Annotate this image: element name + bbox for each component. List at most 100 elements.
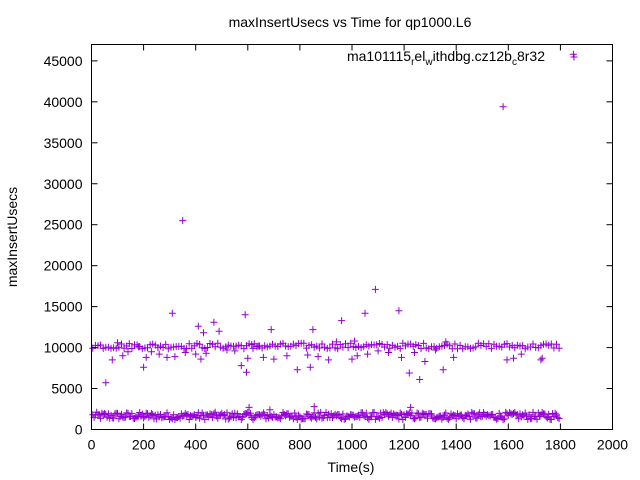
data-point	[439, 366, 447, 374]
data-point	[428, 410, 435, 418]
data-point	[335, 411, 343, 419]
data-point	[371, 285, 379, 293]
data-point	[97, 414, 105, 422]
data-point	[171, 353, 179, 361]
data-point	[301, 415, 309, 423]
data-point	[510, 354, 517, 362]
data-point	[537, 356, 545, 364]
data-point	[203, 344, 211, 351]
data-point	[197, 355, 205, 363]
y-tick-label: 15000	[44, 299, 83, 315]
data-point	[385, 349, 392, 356]
legend-subscript: r	[411, 57, 415, 68]
y-tick-label: 40000	[44, 94, 83, 110]
data-point	[223, 409, 231, 417]
data-point	[553, 340, 560, 348]
data-point	[140, 363, 148, 371]
data-point	[231, 347, 239, 355]
data-point	[270, 355, 278, 363]
x-tick-label: 200	[132, 437, 156, 453]
data-point	[554, 414, 562, 422]
data-point	[241, 311, 249, 319]
data-point	[249, 344, 257, 352]
data-point	[209, 414, 217, 422]
x-axis: 0 200 400 600 800 1000 1200 1400 1600 1800 2000	[88, 44, 628, 453]
x-tick-label: 0	[88, 437, 96, 453]
data-point	[168, 309, 176, 317]
y-tick-label: 20000	[44, 258, 83, 274]
legend-subscript: c	[512, 57, 517, 68]
data-point	[356, 413, 364, 421]
data-point	[405, 369, 413, 377]
data-points	[89, 50, 577, 424]
data-point	[334, 345, 342, 353]
data-point	[332, 338, 340, 346]
data-point	[128, 345, 136, 352]
data-point	[259, 409, 267, 417]
data-point	[351, 337, 359, 345]
data-point	[500, 415, 508, 423]
data-point	[133, 413, 141, 421]
data-point	[499, 103, 507, 111]
data-point	[395, 307, 403, 315]
x-axis-label: Time(s)	[328, 459, 375, 475]
data-point	[383, 341, 391, 349]
data-point	[348, 355, 356, 363]
data-point	[300, 339, 308, 347]
data-point	[192, 350, 200, 358]
data-point	[239, 413, 247, 421]
data-point	[442, 409, 450, 417]
data-point	[353, 352, 361, 360]
data-point	[237, 362, 245, 370]
y-tick-label: 0	[75, 422, 83, 438]
x-tick-label: 1200	[389, 437, 420, 453]
data-point	[309, 326, 317, 334]
data-point	[545, 410, 553, 418]
data-point	[128, 410, 136, 418]
data-point	[411, 415, 418, 423]
legend-part: el	[414, 48, 425, 64]
data-point	[361, 309, 369, 317]
data-point	[442, 338, 450, 346]
data-point	[374, 413, 382, 421]
data-point	[181, 349, 189, 356]
data-point	[295, 411, 303, 419]
data-point	[396, 409, 404, 417]
data-point	[114, 339, 121, 347]
legend-part: ma101115	[347, 48, 411, 64]
data-point	[245, 403, 253, 411]
data-point	[306, 363, 314, 371]
data-point	[142, 353, 150, 361]
data-point	[407, 403, 415, 411]
data-point	[364, 350, 372, 358]
data-point	[314, 353, 322, 361]
data-point	[536, 412, 544, 420]
x-tick-label: 1000	[336, 437, 367, 453]
data-point	[147, 409, 155, 417]
data-point	[551, 409, 559, 417]
legend-marker-plus	[570, 53, 578, 61]
data-point	[555, 344, 563, 352]
data-point	[211, 408, 219, 416]
data-point	[215, 327, 223, 335]
data-point	[254, 342, 262, 350]
data-point	[304, 351, 312, 359]
data-point	[163, 353, 171, 361]
x-tick-label: 1400	[441, 437, 472, 453]
data-point	[244, 354, 252, 362]
y-tick-label: 25000	[44, 217, 83, 233]
data-point	[339, 410, 347, 418]
legend-part: ithdbg.cz12b	[433, 48, 513, 64]
data-point	[493, 415, 501, 423]
data-point	[416, 376, 424, 383]
data-point	[499, 416, 507, 424]
data-point	[134, 343, 142, 351]
data-point	[538, 354, 546, 362]
data-point	[431, 346, 439, 354]
x-tick-label: 400	[184, 437, 208, 453]
data-point	[525, 411, 533, 419]
data-point	[450, 353, 458, 361]
x-tick-label: 2000	[597, 437, 628, 453]
y-axis-label: maxInsertUsecs	[4, 187, 20, 287]
